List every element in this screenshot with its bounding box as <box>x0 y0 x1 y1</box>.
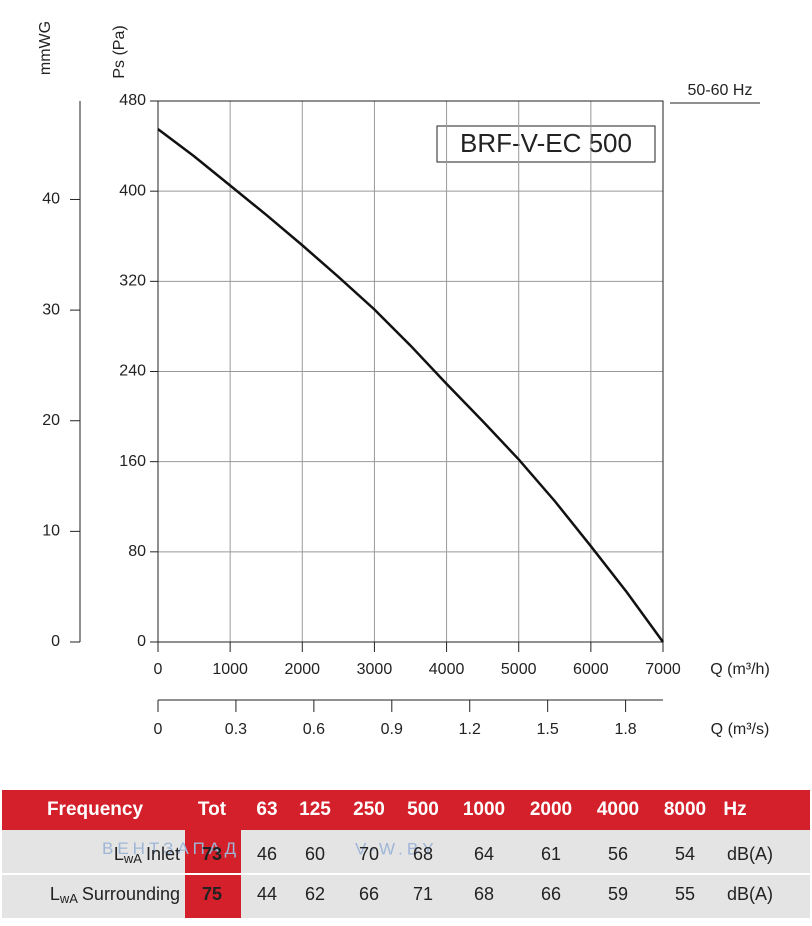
cell: 61 <box>541 844 561 864</box>
header-cell: 500 <box>407 799 439 820</box>
header-cell: 2000 <box>530 799 572 820</box>
x-tick-label: 0 <box>154 661 163 678</box>
header-cell: 63 <box>256 799 277 820</box>
cell: 59 <box>608 884 628 904</box>
row-label-rest: Inlet <box>146 844 180 864</box>
cell: 75 <box>202 884 222 904</box>
x-tick-label: 4000 <box>429 661 465 678</box>
y-label: Ps (Pa) <box>111 25 128 78</box>
header-cell: 250 <box>353 799 385 820</box>
y2-tick-label: 40 <box>42 191 60 208</box>
x2-tick-label: 0.3 <box>225 721 247 738</box>
cell: 73 <box>202 844 222 864</box>
cell: 62 <box>305 884 325 904</box>
header-cell: Hz <box>723 799 746 820</box>
y-tick-label: 320 <box>119 273 146 290</box>
cell: 66 <box>541 884 561 904</box>
row-label-sub: wA <box>123 851 142 866</box>
cell: 54 <box>675 844 695 864</box>
x-tick-label: 7000 <box>645 661 681 678</box>
row-label-main: L <box>50 884 60 904</box>
x-tick-label: 5000 <box>501 661 537 678</box>
x2-tick-label: 0.9 <box>381 721 403 738</box>
watermark-text: ВЕНТЗАПАД <box>102 839 240 858</box>
row-label: LwA Inlet <box>114 844 180 867</box>
y2-tick-label: 10 <box>42 523 60 540</box>
cell: 60 <box>305 844 325 864</box>
header-cell: 4000 <box>597 799 639 820</box>
cell: 70 <box>359 844 379 864</box>
x2-tick-label: 1.2 <box>459 721 481 738</box>
cell: 44 <box>257 884 277 904</box>
unit: dB(A) <box>727 844 773 864</box>
plot-frame <box>157 100 664 643</box>
x2-tick-label: 0 <box>154 721 163 738</box>
x-tick-label: 6000 <box>573 661 609 678</box>
y2-tick-label: 20 <box>42 412 60 429</box>
header-cell: Frequency <box>47 799 144 820</box>
unit: dB(A) <box>727 884 773 904</box>
x-tick-label: 2000 <box>284 661 320 678</box>
y2-label: mmWG <box>37 21 54 75</box>
x2-tick-label: 1.8 <box>614 721 636 738</box>
x-label: Q (m³/h) <box>710 661 770 678</box>
y-tick-label: 400 <box>119 182 146 199</box>
header-cell: 1000 <box>463 799 505 820</box>
y-tick-label: 0 <box>137 633 146 650</box>
x2-tick-label: 1.5 <box>537 721 559 738</box>
y-tick-label: 80 <box>128 543 146 560</box>
y-tick-label: 160 <box>119 453 146 470</box>
row-label-sub: wA <box>59 891 78 906</box>
x-tick-label: 3000 <box>357 661 393 678</box>
x2-tick-label: 0.6 <box>303 721 325 738</box>
cell: 56 <box>608 844 628 864</box>
cell: 71 <box>413 884 433 904</box>
watermark: V-W.BY <box>355 839 438 858</box>
watermark: ВЕНТЗАПАД <box>102 839 240 858</box>
header-cell: 125 <box>299 799 331 820</box>
model-label: BRF-V-EC 500 <box>460 128 632 158</box>
cell: 55 <box>675 884 695 904</box>
header-cell: Tot <box>198 799 227 820</box>
model-box <box>436 125 656 163</box>
cell: 66 <box>359 884 379 904</box>
y-tick-label: 480 <box>119 92 146 109</box>
header-bg <box>2 790 810 830</box>
header-cell: 8000 <box>664 799 706 820</box>
row-label: LwA Surrounding <box>50 884 180 907</box>
y2-tick-label: 30 <box>42 301 60 318</box>
y-tick-label: 240 <box>119 363 146 380</box>
row-label-main: L <box>114 844 124 864</box>
cell: 68 <box>413 844 433 864</box>
cell: 68 <box>474 884 494 904</box>
x-tick-label: 1000 <box>212 661 248 678</box>
cell: 64 <box>474 844 494 864</box>
x2-label: Q (m³/s) <box>711 721 770 738</box>
row-label-rest: Surrounding <box>82 884 180 904</box>
y2-tick-label: 0 <box>51 633 60 650</box>
cell: 46 <box>257 844 277 864</box>
frequency-label: 50-60 Hz <box>688 82 753 99</box>
curve <box>157 128 665 643</box>
